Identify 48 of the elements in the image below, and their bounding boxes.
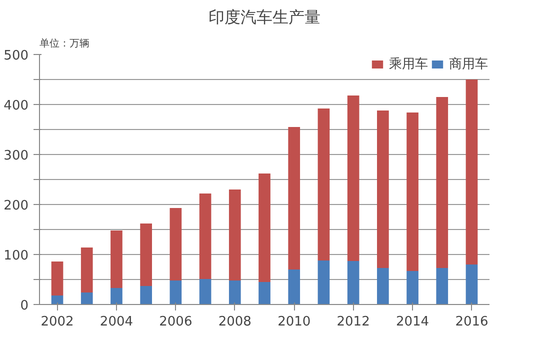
- bar: [466, 80, 478, 264]
- bar: [288, 270, 300, 304]
- bar: [347, 261, 360, 304]
- x-tick-label: 2006: [159, 314, 192, 330]
- bar: [140, 224, 152, 286]
- bar: [406, 271, 418, 304]
- bar: [110, 288, 122, 304]
- bar: [51, 262, 64, 296]
- bar: [466, 264, 478, 304]
- bar: [170, 280, 182, 304]
- bar: [377, 110, 389, 268]
- y-tick-label: 200: [4, 198, 29, 214]
- bar: [170, 208, 182, 280]
- y-tick-label: 0: [20, 298, 29, 314]
- bar: [258, 282, 270, 304]
- x-tick-label: 2004: [100, 314, 134, 330]
- bar: [406, 112, 418, 271]
- bar: [318, 108, 330, 260]
- x-tick-label: 2012: [336, 314, 370, 330]
- bar: [199, 279, 212, 304]
- bar: [80, 292, 93, 304]
- y-tick-label: 100: [4, 248, 29, 264]
- bar: [347, 96, 360, 261]
- legend-label: 乘用车: [389, 56, 428, 73]
- bar: [110, 230, 122, 288]
- x-tick-label: 2016: [455, 314, 488, 330]
- bar: [228, 190, 241, 280]
- legend-label: 商用车: [449, 56, 488, 73]
- chart-title: 印度汽车生产量: [208, 8, 320, 26]
- bar: [318, 260, 330, 304]
- x-tick-label: 2008: [218, 314, 252, 330]
- bar: [258, 174, 270, 282]
- y-tick-label: 500: [4, 48, 29, 64]
- x-tick-label: 2010: [278, 314, 311, 330]
- y-tick-label: 400: [4, 98, 29, 114]
- bar: [377, 268, 389, 304]
- x-tick-label: 2002: [40, 314, 74, 330]
- bar: [228, 280, 241, 304]
- bar: [51, 296, 64, 304]
- bar: [288, 127, 300, 270]
- y-axis-title: 单位：万辆: [40, 38, 90, 50]
- x-tick-label: 2014: [396, 314, 430, 330]
- bar: [436, 97, 448, 268]
- y-tick-label: 300: [4, 148, 29, 164]
- bar: [80, 248, 93, 292]
- bar: [140, 286, 152, 304]
- bar: [436, 268, 448, 304]
- bar: [199, 194, 212, 279]
